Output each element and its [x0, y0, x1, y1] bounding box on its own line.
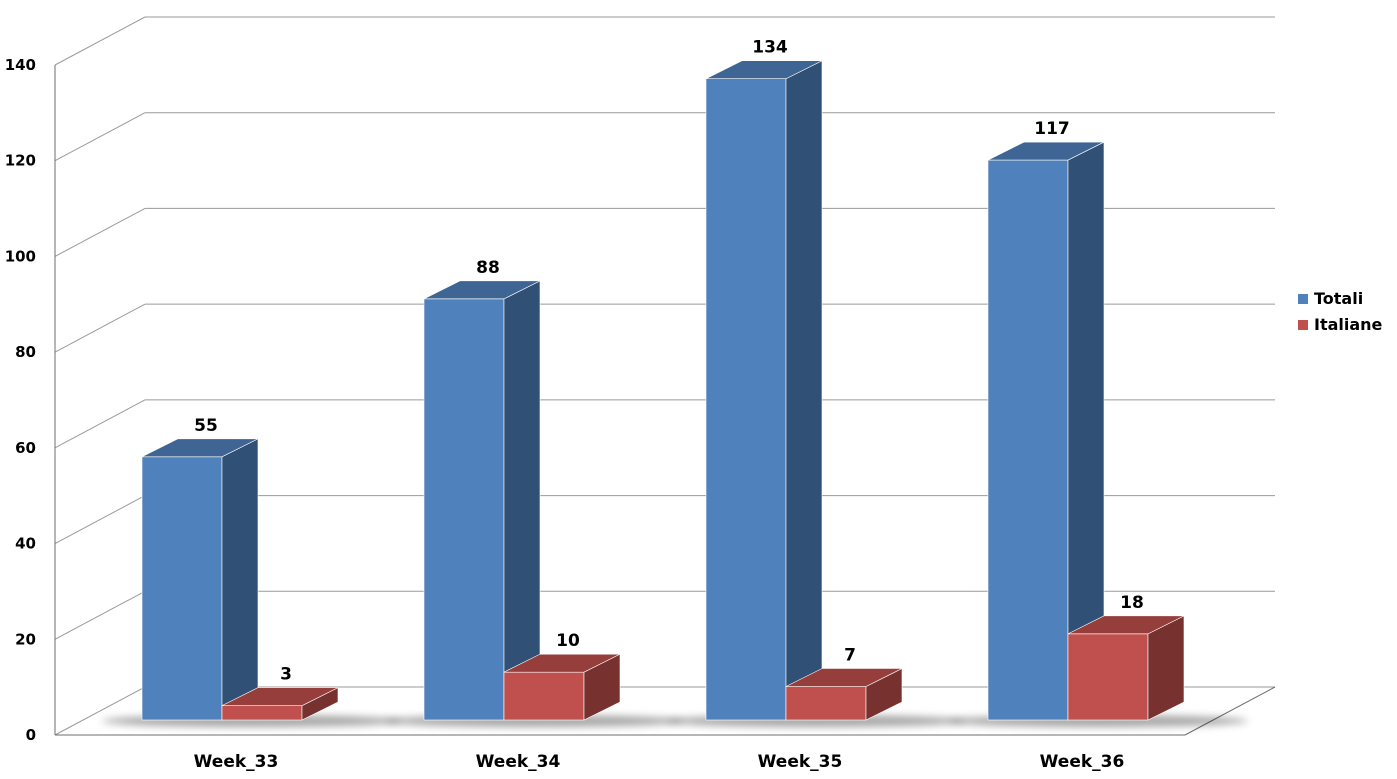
side-wall-gridline [54, 399, 146, 449]
bar-totali-front [423, 298, 505, 721]
legend-swatch-totali [1298, 294, 1308, 304]
data-label: 134 [752, 38, 788, 58]
side-wall-gridline [54, 112, 146, 162]
data-label: 7 [844, 646, 856, 666]
floor-right-edge [1184, 686, 1276, 736]
y-tick-label: 40 [15, 535, 36, 553]
data-label: 55 [194, 416, 218, 436]
bar-italiane-top [785, 668, 903, 687]
x-tick-label: Week_36 [1040, 752, 1125, 772]
bar-totali-top [987, 141, 1105, 161]
x-tick-label: Week_33 [194, 752, 279, 772]
bar-totali-side [503, 280, 541, 721]
bar-totali-top [423, 280, 541, 300]
data-label: 3 [280, 665, 292, 685]
y-tick-label: 120 [5, 152, 36, 170]
bar-italiane-front [785, 686, 867, 721]
data-label: 10 [556, 631, 580, 651]
bar-italiane-top [503, 653, 621, 673]
y-tick-label: 0 [26, 726, 36, 744]
x-tick-label: Week_34 [476, 752, 561, 772]
side-wall-gridline [54, 303, 146, 353]
bar-totali-top [705, 60, 823, 80]
bar-totali-top [141, 438, 259, 458]
side-wall-gridline [54, 590, 146, 640]
legend-swatch-italiane [1298, 320, 1308, 330]
side-wall-gridline [54, 686, 146, 736]
y-tick-label: 20 [15, 630, 36, 648]
legend-label-italiane: Italiane [1314, 315, 1383, 334]
bar-totali-side [785, 60, 823, 721]
y-tick-label: 140 [5, 56, 36, 74]
data-label: 18 [1120, 593, 1144, 613]
y-tick-label: 100 [5, 247, 36, 265]
bar-totali-front [987, 159, 1069, 721]
side-wall-gridline [54, 16, 146, 66]
side-wall-gridline [54, 207, 146, 257]
bar-totali-side [221, 438, 259, 721]
bar-italiane-front [1067, 633, 1149, 721]
bar-italiane-front [221, 705, 303, 721]
data-label: 117 [1034, 119, 1070, 139]
bar-totali-front [705, 78, 787, 721]
bar-italiane-top [221, 687, 339, 706]
side-wall-gridline [54, 495, 146, 545]
legend-label-totali: Totali [1314, 289, 1363, 308]
data-label: 88 [476, 258, 500, 278]
y-tick-label: 60 [15, 439, 36, 457]
y-tick-label: 80 [15, 343, 36, 361]
bar-italiane-front [503, 671, 585, 721]
x-tick-label: Week_35 [758, 752, 843, 772]
bar-italiane-top [1067, 615, 1185, 635]
bar-totali-front [141, 456, 223, 721]
